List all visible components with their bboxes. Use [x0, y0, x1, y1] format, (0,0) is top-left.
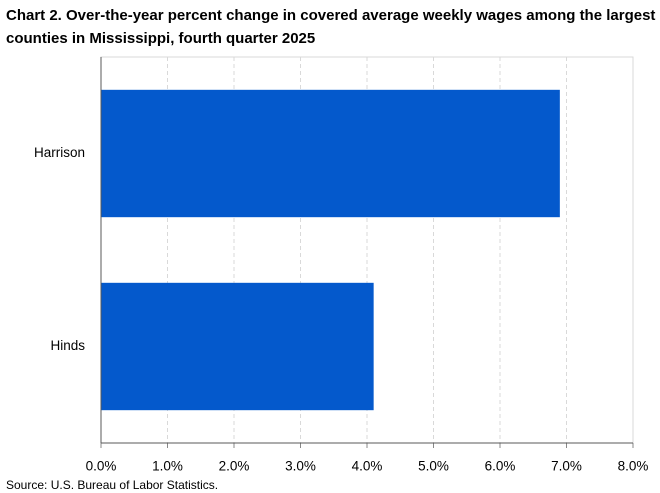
x-tick-label: 7.0%	[551, 459, 582, 474]
chart-title: Chart 2. Over-the-year percent change in…	[6, 7, 656, 47]
x-tick-label: 1.0%	[152, 459, 183, 474]
x-tick-label: 2.0%	[219, 459, 250, 474]
x-tick-label: 8.0%	[618, 459, 649, 474]
y-tick-label: Hinds	[50, 338, 85, 353]
x-tick-label: 3.0%	[285, 459, 316, 474]
x-tick-label: 6.0%	[485, 459, 516, 474]
x-tick-label: 5.0%	[418, 459, 449, 474]
x-tick-label: 0.0%	[86, 459, 117, 474]
y-tick-label: Harrison	[34, 145, 85, 160]
bar	[101, 282, 374, 411]
bar	[101, 89, 560, 218]
x-tick-label: 4.0%	[352, 459, 383, 474]
source-note: Source: U.S. Bureau of Labor Statistics.	[6, 478, 219, 492]
